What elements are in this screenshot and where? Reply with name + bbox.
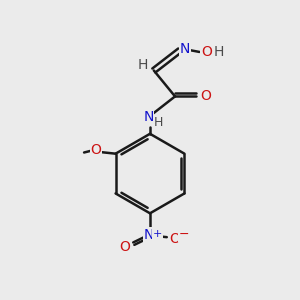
Text: H: H xyxy=(153,116,163,128)
Text: O: O xyxy=(200,88,211,103)
Text: O: O xyxy=(90,143,101,157)
Text: N: N xyxy=(180,42,190,56)
Text: H: H xyxy=(137,58,148,72)
Text: O: O xyxy=(169,232,181,246)
Text: O: O xyxy=(201,45,212,59)
Text: H: H xyxy=(213,45,224,59)
Text: N: N xyxy=(144,228,154,242)
Text: O: O xyxy=(119,240,130,254)
Text: N: N xyxy=(143,110,154,124)
Text: −: − xyxy=(178,228,189,241)
Text: +: + xyxy=(153,229,162,239)
